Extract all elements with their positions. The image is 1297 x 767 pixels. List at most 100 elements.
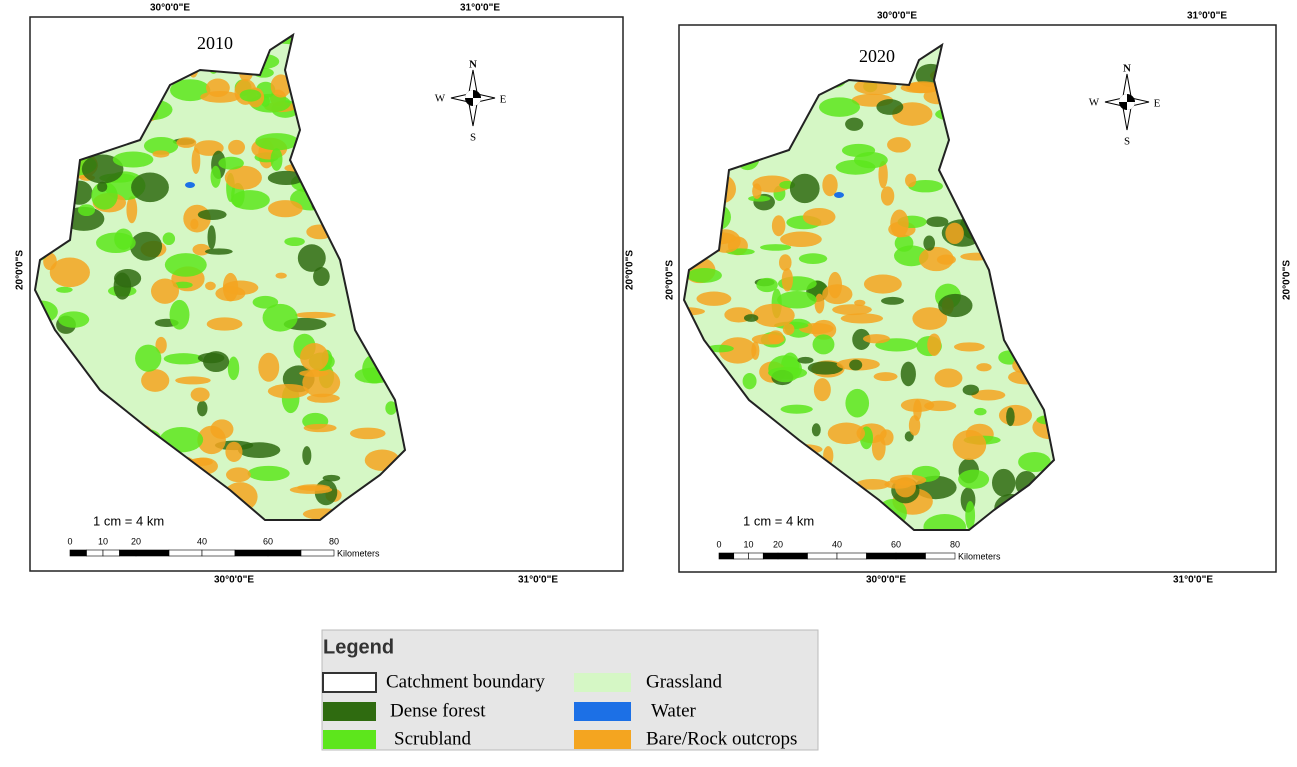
scale-bar-segment bbox=[267, 549, 302, 557]
land-patch bbox=[934, 368, 963, 388]
legend-swatch bbox=[323, 730, 376, 749]
land-patch bbox=[267, 383, 309, 399]
legend-swatch bbox=[323, 702, 376, 721]
land-patch bbox=[1018, 451, 1051, 472]
land-patch bbox=[228, 139, 246, 155]
land-patch bbox=[780, 231, 822, 247]
land-patch bbox=[207, 225, 216, 250]
legend-swatch bbox=[322, 672, 377, 693]
compass-letter: S bbox=[470, 132, 476, 144]
land-patch bbox=[114, 228, 133, 250]
land-patch bbox=[871, 434, 886, 461]
land-patch bbox=[777, 291, 817, 309]
land-patch bbox=[748, 195, 771, 202]
coord-label-top: 30°0'0"E bbox=[150, 3, 190, 14]
scale-unit: Kilometers bbox=[958, 551, 1001, 561]
coord-label-top: 31°0'0"E bbox=[460, 3, 500, 14]
land-patch bbox=[974, 407, 987, 416]
land-patch bbox=[945, 222, 964, 245]
land-patch bbox=[300, 343, 329, 372]
land-patch bbox=[782, 323, 795, 336]
scale-tick-label: 10 bbox=[98, 536, 108, 546]
land-patch bbox=[807, 361, 844, 375]
land-patch bbox=[908, 179, 943, 193]
scale-tick-label: 20 bbox=[131, 536, 141, 546]
land-patch bbox=[686, 268, 722, 283]
land-patch bbox=[197, 400, 208, 417]
map-panel: 30°0'0"E 30°0'0"E 20°0'0"S 31°0'0"E 31°0'0"E… bbox=[15, 3, 636, 586]
land-patch bbox=[164, 253, 207, 277]
land-patch bbox=[155, 336, 167, 354]
scale-tick-label: 80 bbox=[329, 536, 339, 546]
land-patch bbox=[751, 334, 785, 345]
land-patch bbox=[112, 151, 154, 168]
scale-bar-segment bbox=[234, 549, 269, 557]
land-patch bbox=[890, 209, 909, 238]
land-patch bbox=[971, 389, 1006, 401]
land-patch bbox=[900, 361, 916, 387]
land-patch bbox=[880, 186, 895, 206]
land-patch bbox=[297, 244, 326, 272]
land-patch bbox=[230, 190, 270, 210]
land-patch bbox=[887, 137, 911, 153]
scale-bar-segment bbox=[895, 552, 926, 560]
compass-center bbox=[465, 90, 481, 106]
land-patch bbox=[141, 369, 170, 392]
land-patch bbox=[845, 117, 864, 131]
land-patch bbox=[752, 183, 762, 199]
land-patch bbox=[927, 333, 942, 356]
land-patch bbox=[822, 284, 853, 305]
land-patch bbox=[143, 136, 179, 155]
water-body bbox=[834, 192, 844, 198]
land-patch bbox=[802, 207, 836, 226]
land-patch bbox=[262, 303, 298, 332]
map-panel: 30°0'0"E 30°0'0"E 20°0'0"S 31°0'0"E 31°0'0"E… bbox=[665, 11, 1293, 586]
land-patch bbox=[203, 351, 230, 373]
land-patch bbox=[923, 235, 936, 251]
land-patch bbox=[258, 352, 280, 382]
land-patch bbox=[811, 319, 837, 340]
coord-label-top: 31°0'0"E bbox=[1187, 11, 1227, 22]
legend-label: Water bbox=[651, 700, 697, 721]
land-patch bbox=[962, 384, 980, 396]
land-patch bbox=[190, 387, 210, 402]
land-patch bbox=[206, 317, 243, 331]
land-patch bbox=[814, 293, 825, 314]
scale-bar-segment bbox=[748, 552, 764, 560]
land-patch bbox=[884, 479, 912, 489]
scale-bar-segment bbox=[866, 552, 897, 560]
land-patch bbox=[952, 429, 987, 460]
land-patch bbox=[210, 165, 221, 188]
coord-label-side: 20°0'0"S bbox=[15, 250, 26, 290]
land-patch bbox=[197, 425, 226, 455]
coord-label-bottom: 31°0'0"E bbox=[518, 575, 558, 586]
land-patch bbox=[267, 170, 305, 186]
land-patch bbox=[912, 307, 948, 330]
coord-label-side: 20°0'0"S bbox=[1282, 260, 1293, 300]
land-patch bbox=[284, 237, 305, 247]
scale-tick-label: 0 bbox=[716, 539, 721, 549]
land-patch bbox=[268, 200, 303, 218]
land-patch bbox=[845, 388, 870, 418]
compass-letter: S bbox=[1124, 136, 1130, 148]
scale-bar-segment bbox=[836, 552, 867, 560]
land-patch bbox=[798, 253, 828, 264]
land-patch bbox=[743, 314, 759, 322]
scale-tick-label: 40 bbox=[832, 539, 842, 549]
land-patch bbox=[958, 469, 990, 489]
coord-label-bottom: 31°0'0"E bbox=[1173, 575, 1213, 586]
legend-label: Bare/Rock outcrops bbox=[646, 728, 797, 749]
compass-letter: W bbox=[435, 93, 446, 105]
compass-letter: N bbox=[469, 59, 477, 71]
scale-bar-segment bbox=[201, 549, 236, 557]
land-patch bbox=[752, 175, 792, 193]
land-patch bbox=[225, 441, 243, 462]
land-patch bbox=[58, 311, 90, 328]
land-patch bbox=[313, 267, 330, 287]
land-patch bbox=[204, 248, 233, 255]
scale-tick-label: 0 bbox=[67, 536, 72, 546]
coord-label-top: 30°0'0"E bbox=[877, 11, 917, 22]
land-patch bbox=[878, 160, 888, 189]
land-patch bbox=[113, 272, 132, 300]
land-patch bbox=[923, 514, 967, 530]
